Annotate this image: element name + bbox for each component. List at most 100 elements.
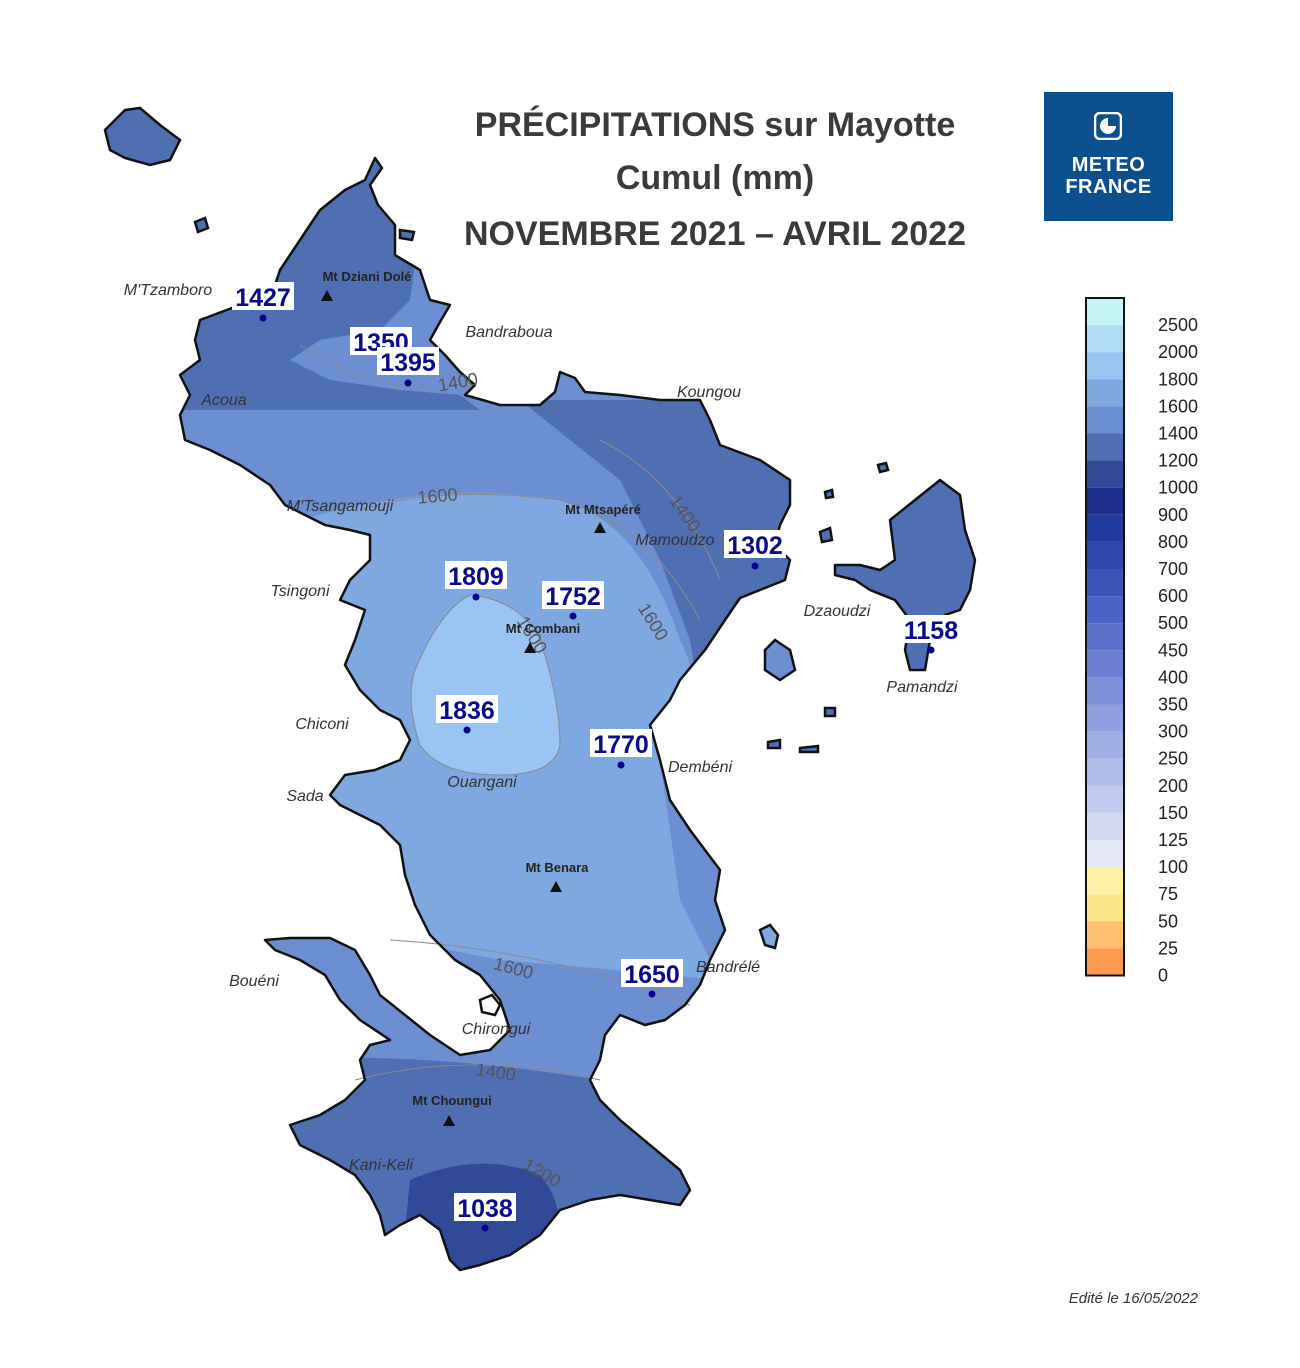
station-value: 1809 <box>448 563 504 591</box>
place-name: Ouangani <box>447 774 517 791</box>
islet-chirongui <box>478 993 502 1017</box>
legend-swatch-300 <box>1086 704 1124 732</box>
title-line-2: Cumul (mm) <box>615 159 815 197</box>
legend-swatch-250 <box>1086 731 1124 759</box>
islet-small-e <box>766 738 782 750</box>
legend-label: 350 <box>1158 695 1188 715</box>
station-dot <box>648 990 656 998</box>
legend-swatch-125 <box>1086 812 1124 840</box>
place-name: Chirongui <box>462 1021 531 1038</box>
title-line-3: NOVEMBRE 2021 – AVRIL 2022 <box>463 215 967 253</box>
legend-swatch-2500 <box>1086 298 1124 326</box>
station-dot <box>259 314 267 322</box>
legend-label: 450 <box>1158 640 1188 660</box>
legend-label: 75 <box>1158 884 1178 904</box>
legend-swatch-0 <box>1086 948 1124 976</box>
place-name: Tsingoni <box>270 583 329 600</box>
legend-label: 2500 <box>1158 315 1198 335</box>
islet-small-a <box>193 216 210 234</box>
station-dot <box>569 612 577 620</box>
legend-label: 150 <box>1158 803 1188 823</box>
station-value: 1158 <box>904 617 958 645</box>
legend-label: 300 <box>1158 722 1188 742</box>
contour-line-1400-east <box>599 439 721 581</box>
place-name: Dzaoudzi <box>804 603 871 620</box>
station-dot <box>463 726 471 734</box>
legend-label: 600 <box>1158 586 1188 606</box>
summit-name: Mt Choungui <box>412 1093 491 1108</box>
islet-small-f <box>823 706 837 718</box>
legend-swatch-200 <box>1086 758 1124 786</box>
contour-line-1600-upper <box>359 493 701 621</box>
summit-name: Mt Mtsapéré <box>565 502 641 517</box>
legend-swatch-150 <box>1086 785 1124 813</box>
meteo-france-logo: METEO FRANCE <box>1044 92 1173 221</box>
meteo-logo-icon <box>1094 112 1122 140</box>
legend-swatch-1000 <box>1086 460 1124 488</box>
summit-triangle-icon <box>550 881 562 892</box>
station-label-bg <box>232 282 294 310</box>
legend-label: 50 <box>1158 911 1178 931</box>
legend-label: 700 <box>1158 559 1188 579</box>
place-name: Bandrélé <box>696 959 760 976</box>
place-name: Sada <box>286 788 323 805</box>
station-value: 1836 <box>439 697 495 725</box>
station-dot <box>927 646 935 654</box>
legend-swatch-700 <box>1086 541 1124 569</box>
islet-bandrele <box>758 923 780 950</box>
station-value: 1770 <box>593 731 649 759</box>
legend-swatch-500 <box>1086 596 1124 624</box>
place-name: Acoua <box>200 392 246 409</box>
place-name: Chiconi <box>295 716 349 733</box>
legend-label: 1000 <box>1158 478 1198 498</box>
legend-label: 200 <box>1158 776 1188 796</box>
station-value: 1650 <box>624 961 680 989</box>
summit-triangle-icon <box>524 642 536 653</box>
summit-name: Mt Combani <box>506 621 580 636</box>
station-label-bg <box>542 581 604 609</box>
summit-triangle-icon <box>321 290 333 301</box>
logo-text-line-2: FRANCE <box>1065 176 1152 198</box>
zone-1800-2000-peak <box>410 594 561 776</box>
legend-label: 900 <box>1158 505 1188 525</box>
mtzamboro-islet <box>103 106 182 167</box>
legend-swatch-1200 <box>1086 433 1124 461</box>
summit-triangle-icon <box>594 522 606 533</box>
station-value: 1395 <box>380 349 436 377</box>
title-line-1: PRÉCIPITATIONS sur Mayotte <box>474 106 956 144</box>
legend-swatch-600 <box>1086 569 1124 597</box>
islet-small-c <box>818 526 834 544</box>
summit-name: Mt Benara <box>526 860 590 875</box>
station-value: 1427 <box>235 284 291 312</box>
legend-swatch-350 <box>1086 677 1124 705</box>
station-label-bg <box>454 1193 516 1221</box>
legend-label: 800 <box>1158 532 1188 552</box>
contour-label: 1600 <box>417 484 459 507</box>
place-name: Pamandzi <box>886 679 958 696</box>
station-dot <box>617 761 625 769</box>
islet-pamandzi-west <box>763 638 797 682</box>
place-name: Mamoudzo <box>635 532 714 549</box>
place-name: Bouéni <box>229 973 279 990</box>
legend-swatch-100 <box>1086 840 1124 868</box>
legend-swatch-900 <box>1086 487 1124 515</box>
legend-label: 1200 <box>1158 451 1198 471</box>
islet-small-b <box>398 228 416 242</box>
summit-name: Mt Dziani Dolé <box>323 269 412 284</box>
station-value: 1038 <box>457 1195 513 1223</box>
station-dot <box>472 593 480 601</box>
legend-swatch-1400 <box>1086 406 1124 434</box>
coastline-main <box>178 156 792 1272</box>
color-legend: 2500200018001600140012001000900800700600… <box>1085 297 1198 986</box>
station-label-bg <box>445 561 507 589</box>
islet-small-g <box>876 461 890 474</box>
place-name: Kani-Keli <box>349 1157 413 1174</box>
legend-label: 500 <box>1158 613 1188 633</box>
place-name: Koungou <box>677 384 741 401</box>
legend-swatch-25 <box>1086 921 1124 949</box>
contour-line-north <box>299 344 441 391</box>
legend-swatch-50 <box>1086 894 1124 922</box>
legend-swatch-1600 <box>1086 379 1124 407</box>
edition-date: Edité le 16/05/2022 <box>1068 1290 1198 1307</box>
